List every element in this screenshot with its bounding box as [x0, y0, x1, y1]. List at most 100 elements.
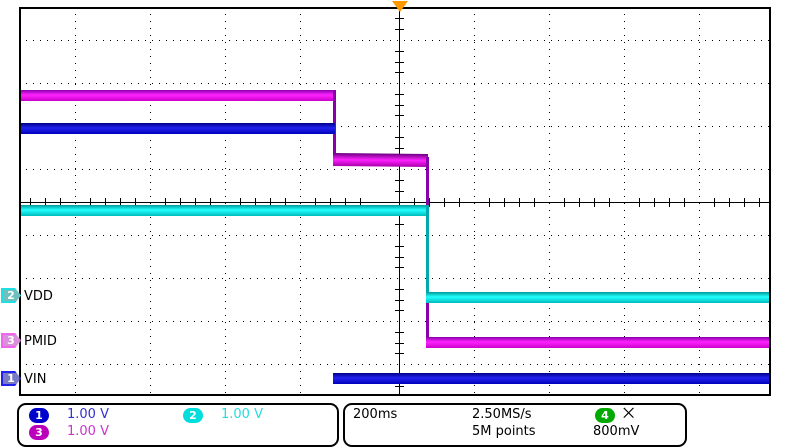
channel-2-scale[interactable]: 1.00 V: [221, 407, 263, 422]
trace-vin-low: [333, 373, 771, 384]
x-axis-tick: [60, 198, 61, 207]
graticule-border-right: [769, 7, 771, 396]
horizontal-gridline: [19, 364, 771, 365]
y-axis-line: [399, 7, 400, 396]
x-axis-tick: [504, 198, 505, 207]
y-axis-tick: [395, 224, 404, 225]
y-axis-tick: [395, 310, 404, 311]
trigger-slope-icon[interactable]: ⨉: [623, 406, 635, 422]
channel-pointer-3[interactable]: 3: [1, 333, 21, 348]
channel-pointer-1-id: 1: [7, 372, 15, 385]
x-axis-tick: [519, 198, 520, 207]
x-axis-tick: [744, 198, 745, 207]
vertical-gridline: [150, 7, 151, 396]
horizontal-gridline: [19, 83, 771, 84]
trace-pmid-mid: [333, 153, 428, 167]
vertical-gridline: [624, 7, 625, 396]
record-length-readout[interactable]: 5M points: [472, 424, 536, 439]
x-axis-tick: [714, 198, 715, 207]
y-axis-tick: [395, 148, 404, 149]
channel-3-scale[interactable]: 1.00 V: [67, 424, 109, 439]
x-axis-tick: [759, 198, 760, 207]
waveform-display[interactable]: [19, 7, 771, 396]
y-axis-tick: [395, 180, 404, 181]
horizontal-gridline: [19, 235, 771, 236]
vertical-gridline: [699, 7, 700, 396]
y-axis-tick: [395, 51, 404, 52]
x-axis-tick: [639, 198, 640, 207]
channel-pointer-3-id: 3: [7, 334, 15, 347]
y-axis-tick: [395, 115, 404, 116]
horizontal-gridline: [19, 321, 771, 322]
x-axis-tick: [564, 198, 565, 207]
trigger-channel-id: 4: [601, 409, 609, 422]
x-axis-tick: [330, 198, 331, 207]
x-axis-tick: [345, 198, 346, 207]
horizontal-gridline: [19, 278, 771, 279]
y-axis-tick: [395, 29, 404, 30]
x-axis-line: [19, 202, 771, 203]
y-axis-tick: [395, 62, 404, 63]
x-axis-tick: [654, 198, 655, 207]
horizontal-gridline: [19, 40, 771, 41]
y-axis-tick: [395, 257, 404, 258]
y-axis-tick: [395, 267, 404, 268]
x-axis-tick: [414, 198, 415, 207]
trigger-channel-badge[interactable]: 4: [595, 408, 615, 423]
y-axis-tick: [395, 72, 404, 73]
x-axis-tick: [360, 198, 361, 207]
x-axis-tick: [534, 198, 535, 207]
x-axis-tick: [270, 198, 271, 207]
x-axis-tick: [429, 198, 430, 207]
x-axis-tick: [594, 198, 595, 207]
channel-label-vin: VIN: [24, 372, 47, 387]
vertical-gridline: [300, 7, 301, 396]
channel-badge-2-id: 2: [189, 409, 197, 422]
vertical-gridline: [549, 7, 550, 396]
channel-badge-3[interactable]: 3: [29, 425, 49, 440]
vertical-gridline: [474, 7, 475, 396]
sample-rate-readout[interactable]: 2.50MS/s: [472, 407, 532, 422]
y-axis-tick: [395, 300, 404, 301]
y-axis-tick: [395, 289, 404, 290]
trace-vin-high: [19, 123, 335, 134]
channel-label-pmid: PMID: [24, 334, 57, 349]
vertical-gridline: [225, 7, 226, 396]
x-axis-tick: [444, 198, 445, 207]
x-axis-tick: [135, 198, 136, 207]
channel-pointer-1[interactable]: 1: [1, 371, 21, 386]
y-axis-tick: [395, 353, 404, 354]
x-axis-tick: [195, 198, 196, 207]
x-axis-tick: [315, 198, 316, 207]
channel-badge-2[interactable]: 2: [183, 408, 203, 423]
x-axis-tick: [165, 198, 166, 207]
x-axis-tick: [459, 198, 460, 207]
y-axis-tick: [395, 18, 404, 19]
trace-pmid-low: [426, 337, 771, 348]
x-axis-tick: [210, 198, 211, 207]
y-axis-tick: [395, 332, 404, 333]
y-axis-tick: [395, 386, 404, 387]
channel-badge-1[interactable]: 1: [29, 408, 49, 423]
trigger-level-readout[interactable]: 800mV: [593, 424, 640, 439]
y-axis-tick: [395, 105, 404, 106]
x-axis-tick: [579, 198, 580, 207]
x-axis-tick: [180, 198, 181, 207]
channel-1-scale[interactable]: 1.00 V: [67, 407, 109, 422]
channel-badge-1-id: 1: [35, 409, 43, 422]
x-axis-tick: [729, 198, 730, 207]
x-axis-tick: [684, 198, 685, 207]
status-bar: 1 1.00 V 3 1.00 V 2 1.00 V 200ms 2.50MS/…: [0, 401, 800, 447]
x-axis-tick: [669, 198, 670, 207]
channel-pointer-2[interactable]: 2: [1, 288, 21, 303]
channel-badge-3-id: 3: [35, 426, 43, 439]
channel-settings-panel: 1 1.00 V 3 1.00 V 2 1.00 V: [17, 403, 339, 447]
timebase-readout[interactable]: 200ms: [353, 407, 398, 422]
vertical-gridline: [75, 7, 76, 396]
y-axis-tick: [395, 246, 404, 247]
y-axis-tick: [395, 137, 404, 138]
y-axis-tick: [395, 191, 404, 192]
trigger-position-marker[interactable]: [392, 1, 408, 12]
trace-vdd-falling-edge: [426, 205, 429, 297]
